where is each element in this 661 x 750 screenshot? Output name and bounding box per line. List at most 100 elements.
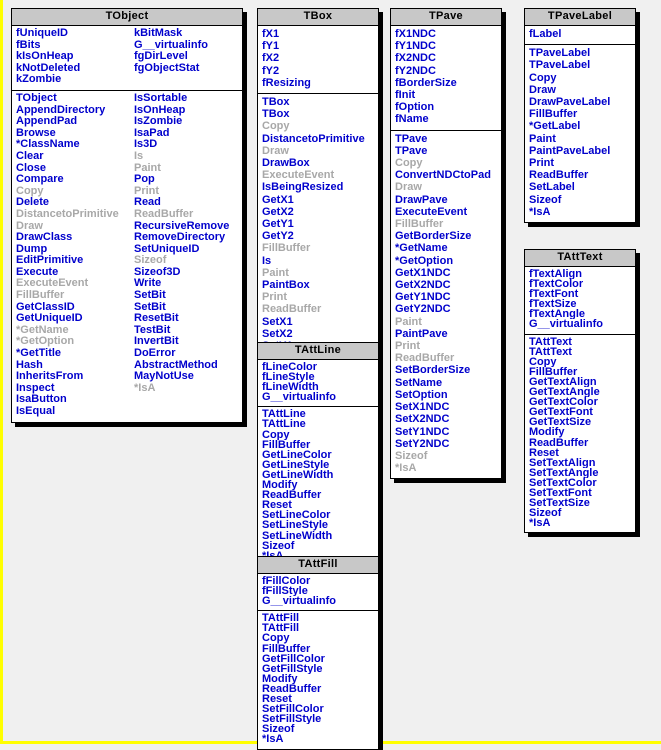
class-member[interactable]: AbstractMethod (134, 359, 218, 371)
class-member[interactable]: DrawPave (395, 193, 448, 206)
class-member[interactable]: *GetOption (16, 336, 75, 348)
class-member[interactable]: fTextAlign (529, 269, 582, 280)
class-member[interactable]: SetFillColor (262, 704, 324, 715)
class-member[interactable]: EditPrimitive (16, 255, 84, 267)
class-member[interactable]: ExecuteEvent (395, 205, 468, 218)
class-member[interactable]: IsSortable (134, 92, 188, 104)
class-member[interactable]: GetTextColor (529, 397, 598, 408)
class-member[interactable]: fgObjectStat (134, 62, 200, 74)
class-member[interactable]: IsEqual (16, 406, 56, 417)
class-member[interactable]: SetY2NDC (395, 437, 450, 450)
class-member[interactable]: kZombie (16, 74, 62, 86)
class-member[interactable]: Reset (262, 694, 292, 705)
class-member[interactable]: SetLineStyle (262, 520, 329, 531)
class-member[interactable]: fOption (395, 101, 435, 114)
class-member[interactable]: Print (134, 185, 160, 197)
class-member[interactable]: TAttLine (262, 419, 306, 430)
class-member[interactable]: ReadBuffer (262, 683, 322, 695)
class-member[interactable]: SetLineColor (262, 510, 331, 521)
class-member[interactable]: fY2 (262, 64, 280, 77)
class-member[interactable]: InvertBit (134, 336, 179, 348)
class-member[interactable]: fY2NDC (395, 64, 436, 77)
class-member[interactable]: Read (134, 197, 161, 209)
class-member[interactable]: kBitMask (134, 28, 183, 39)
class-member[interactable]: Draw (262, 144, 289, 157)
class-member[interactable]: G__virtualinfo (529, 319, 603, 330)
class-member[interactable]: Execute (16, 266, 59, 278)
class-member[interactable]: TObject (16, 92, 57, 104)
class-member[interactable]: AppendPad (16, 116, 78, 128)
class-member[interactable]: fLabel (529, 28, 562, 40)
class-member[interactable]: G__virtualinfo (262, 392, 336, 403)
class-member[interactable]: DoError (134, 348, 176, 360)
class-member[interactable]: SetBorderSize (395, 364, 471, 377)
class-member[interactable]: IsOnHeap (134, 104, 186, 116)
class-member[interactable]: fUniqueID (16, 28, 68, 39)
class-member[interactable]: fLineStyle (262, 372, 315, 383)
class-member[interactable]: GetLineColor (262, 449, 332, 460)
class-member[interactable]: *ClassName (16, 139, 80, 151)
class-member[interactable]: GetX2 (262, 205, 294, 218)
class-member[interactable]: IsaPad (134, 127, 170, 139)
class-member[interactable]: Sizeof (262, 540, 295, 551)
class-member[interactable]: GetTextAlign (529, 376, 597, 388)
class-member[interactable]: fTextAngle (529, 309, 586, 320)
class-member[interactable]: ReadBuffer (529, 437, 589, 448)
class-member[interactable]: *IsA (529, 518, 551, 529)
class-member[interactable]: FillBuffer (262, 643, 311, 654)
class-member[interactable]: TAttLine (262, 409, 306, 420)
class-member[interactable]: fResizing (262, 76, 311, 89)
class-member[interactable]: TBox (262, 108, 290, 121)
class-member[interactable]: fY1NDC (395, 40, 436, 53)
class-member[interactable]: Reset (262, 500, 292, 511)
class-member[interactable]: ResetBit (134, 313, 179, 325)
class-member[interactable]: *IsA (258, 551, 378, 561)
class-member[interactable]: fTextColor (529, 279, 584, 290)
class-member[interactable]: Sizeof (529, 508, 562, 519)
class-box-tbox[interactable]: TBox fX1 fY1 fX2 fY2 fResizing TBox TBox Copy D… (257, 8, 379, 394)
class-member[interactable]: RecursiveRemove (134, 220, 230, 232)
class-member[interactable]: SetY1NDC (395, 425, 450, 438)
class-member[interactable]: FillBuffer (395, 218, 444, 231)
class-member[interactable]: Copy (262, 120, 290, 133)
class-member[interactable]: *GetTitle (16, 348, 62, 360)
class-member[interactable]: Copy (529, 71, 557, 84)
class-member[interactable]: IsaButton (16, 394, 67, 406)
class-member[interactable]: Modify (529, 427, 565, 438)
class-member[interactable]: TAttText (529, 346, 572, 357)
class-member[interactable]: fX1 (262, 28, 280, 40)
class-box-tattfill[interactable]: TAttFill fFillColor fFillStyle G__virtuali… (257, 556, 379, 750)
class-member[interactable]: fLineColor (262, 362, 317, 373)
class-member[interactable]: ReadBuffer (134, 208, 194, 220)
class-member[interactable]: fBits (16, 39, 41, 51)
class-member[interactable]: SetX1NDC (395, 401, 450, 414)
class-member[interactable]: *GetName (16, 324, 69, 336)
class-member[interactable]: ReadBuffer (395, 352, 455, 365)
class-member[interactable]: Compare (16, 174, 64, 186)
class-member[interactable]: GetLineWidth (262, 469, 334, 481)
class-member[interactable]: *GetLabel (529, 120, 581, 133)
class-member[interactable]: SetX1 (262, 315, 293, 328)
class-member[interactable]: fY1 (262, 40, 280, 53)
class-member[interactable]: fTextFont (529, 289, 579, 300)
class-member[interactable]: TPaveLabel (529, 47, 591, 60)
class-member[interactable]: Modify (262, 480, 298, 491)
class-member[interactable]: GetFillStyle (262, 663, 323, 674)
class-member[interactable]: Sizeof (395, 449, 428, 462)
class-member[interactable]: Modify (262, 673, 298, 684)
class-member[interactable]: TPave (395, 132, 428, 145)
class-member[interactable]: InheritsFrom (16, 371, 84, 383)
class-member[interactable]: IsBeingResized (262, 181, 344, 194)
class-box-tobject[interactable]: TObject fUniqueID fBits kIsOnHeap kNotDelet… (11, 8, 243, 423)
class-member[interactable]: fBorderSize (395, 76, 457, 89)
class-member[interactable]: SetUniqueID (134, 243, 200, 255)
class-member[interactable]: ReadBuffer (529, 169, 589, 182)
class-member[interactable]: TPaveLabel (529, 59, 591, 72)
class-member[interactable]: PaintBox (262, 279, 310, 292)
class-box-tatttext[interactable]: TAttText fTextAlign fTextColor fTextFont fT… (524, 249, 636, 534)
class-member[interactable]: fFillColor (262, 576, 311, 587)
class-member[interactable]: SetTextAlign (529, 457, 596, 468)
class-member[interactable]: Paint (134, 162, 161, 174)
class-member[interactable]: Is (262, 254, 272, 267)
class-member[interactable]: SetLabel (529, 181, 575, 194)
